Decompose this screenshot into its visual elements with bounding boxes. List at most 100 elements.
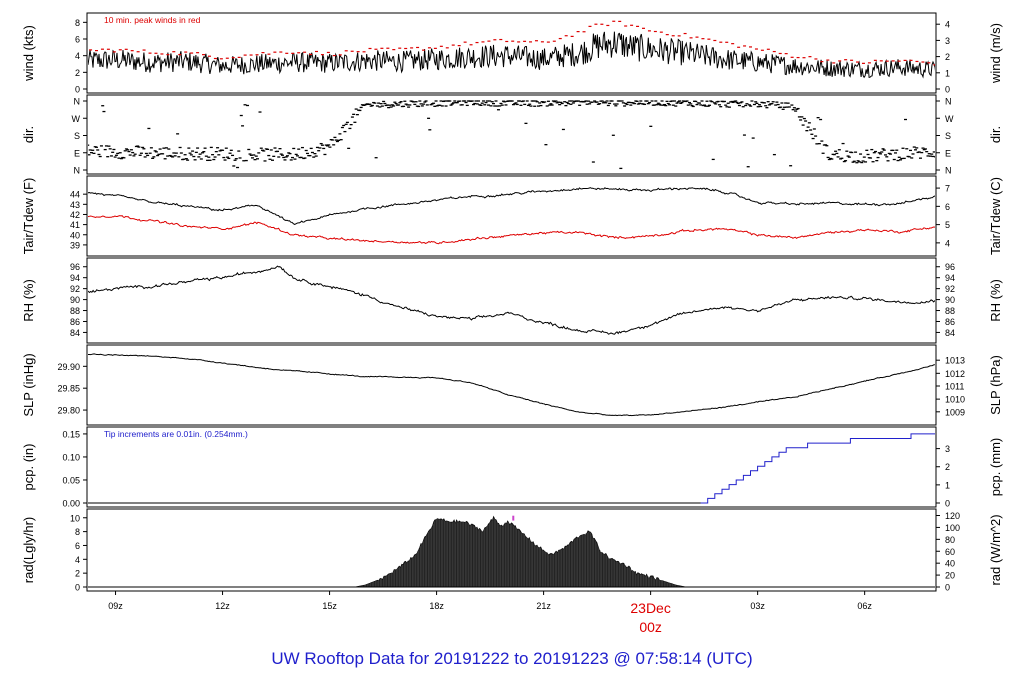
panel-pcp-ylabel-left: pcp. (in) xyxy=(21,444,36,491)
panel-wind-ytick-left-label: 6 xyxy=(75,35,80,45)
x-tick-label: 15z xyxy=(322,601,337,611)
slp-slp-line xyxy=(88,353,935,417)
panel-rh-ytick-right-label: 96 xyxy=(945,262,955,272)
panel-wind-ytick-left-label: 2 xyxy=(75,68,80,78)
panel-rh-ylabel-left: RH (%) xyxy=(21,279,36,322)
panel-rh-ytick-right-label: 84 xyxy=(945,328,955,338)
panel-wind-annotation: 10 min. peak winds in red xyxy=(104,15,201,25)
panel-rh-frame xyxy=(86,257,937,344)
x-tick-label: 18z xyxy=(429,601,444,611)
panel-rh-ytick-left-label: 88 xyxy=(70,306,80,316)
panel-slp-ytick-right-label: 1009 xyxy=(945,407,965,417)
panel-rad-ytick-left-label: 8 xyxy=(75,527,80,537)
panel-pcp-ytick-left-label: 0.10 xyxy=(62,452,80,462)
panel-wind-ytick-right-label: 1 xyxy=(945,68,950,78)
rh-rh-line xyxy=(88,265,935,335)
panel-rad-ytick-right-label: 40 xyxy=(945,559,955,569)
panel-rh-ytick-right-label: 92 xyxy=(945,284,955,294)
panel-pcp-data xyxy=(88,433,935,504)
panel-dir-ytick-left-label: E xyxy=(74,148,80,158)
panel-pcp-ylabel-right: pcp. (mm) xyxy=(988,438,1003,497)
panel-rad-frame xyxy=(86,508,937,592)
panel-pcp-annotation: Tip increments are 0.01in. (0.254mm.) xyxy=(104,429,248,439)
panel-temp-ytick-left-label: 44 xyxy=(70,190,80,200)
panel-slp-ytick-right-label: 1013 xyxy=(945,356,965,366)
panel-pcp: 0.00 0.05 0.10 0.15 0 1 2 3 pcp. (in) pcp. (mm) Ti… xyxy=(21,426,1003,509)
panel-dir-ylabel-right: dir. xyxy=(988,126,1003,143)
x-tick-label: 21z xyxy=(536,601,551,611)
pcp-line xyxy=(88,433,935,504)
panel-rh-ytick-right-label: 88 xyxy=(945,306,955,316)
chart-title: UW Rooftop Data for 20191222 to 20191223… xyxy=(271,649,753,668)
panel-rad-ytick-right-label: 120 xyxy=(945,511,960,521)
panel-wind-ytick-right-label: 4 xyxy=(945,20,950,30)
panel-rh-ytick-right-label: 90 xyxy=(945,295,955,305)
panel-dir-data xyxy=(88,100,935,170)
panel-rh-ytick-left-label: 90 xyxy=(70,295,80,305)
panel-temp-ytick-left-label: 39 xyxy=(70,240,80,250)
panel-wind-ylabel-left: wind (kts) xyxy=(21,25,36,82)
panel-slp-ytick-left-label: 29.85 xyxy=(57,384,80,394)
panel-wind-ytick-right-label: 3 xyxy=(945,36,950,46)
panel-pcp-ytick-left-label: 0.05 xyxy=(62,475,80,485)
panel-rh-data xyxy=(88,265,935,335)
panel-wind-data xyxy=(88,20,935,79)
panel-rh-ytick-left-label: 84 xyxy=(70,328,80,338)
panel-slp-ytick-right-label: 1011 xyxy=(945,382,964,392)
panel-temp-ytick-left-label: 43 xyxy=(70,200,80,210)
panel-temp-ytick-right-label: 7 xyxy=(945,184,950,194)
panel-temp-ytick-left-label: 41 xyxy=(70,220,80,230)
panel-pcp-ytick-right-label: 2 xyxy=(945,462,950,472)
panel-temp-ytick-right-label: 5 xyxy=(945,220,950,230)
panel-slp-frame xyxy=(86,344,937,426)
panel-dir-ytick-left-label: N xyxy=(74,166,81,176)
panel-pcp-ytick-right-label: 0 xyxy=(945,499,950,509)
panel-dir-ytick-right-label: N xyxy=(945,166,952,176)
panel-rad-ytick-left-label: 6 xyxy=(75,541,80,551)
x-date-label: 23Dec xyxy=(630,600,670,616)
wind-mean-line xyxy=(88,31,935,79)
panel-dir-ytick-right-label: S xyxy=(945,131,951,141)
panel-pcp-ytick-left-label: 0.00 xyxy=(62,499,80,509)
panel-wind-ytick-right-label: 2 xyxy=(945,52,950,62)
panel-temp-data xyxy=(88,187,935,245)
panel-temp-ylabel-left: Tair/Tdew (F) xyxy=(21,178,36,255)
panel-rad-ytick-left-label: 0 xyxy=(75,583,80,593)
panel-rh-ytick-right-label: 86 xyxy=(945,317,955,327)
panel-dir-ytick-left-label: S xyxy=(74,131,80,141)
panel-rh-ytick-left-label: 86 xyxy=(70,317,80,327)
panel-wind-frame xyxy=(86,12,937,94)
panel-dir-ytick-right-label: E xyxy=(945,148,951,158)
panel-wind-ytick-left-label: 0 xyxy=(75,85,80,95)
panel-rh-ytick-left-label: 96 xyxy=(70,262,80,272)
temp-air-line xyxy=(88,187,935,225)
panel-dir-ytick-right-label: N xyxy=(945,97,952,107)
panel-rad-ytick-right-label: 100 xyxy=(945,523,960,533)
panel-rad-ytick-left-label: 4 xyxy=(75,555,80,565)
panel-dir-ytick-left-label: N xyxy=(74,97,81,107)
panel-wind-ytick-left-label: 8 xyxy=(75,18,80,28)
panel-rad-ytick-right-label: 0 xyxy=(945,583,950,593)
panel-temp-ytick-right-label: 4 xyxy=(945,238,950,248)
panel-rh-ytick-left-label: 92 xyxy=(70,284,80,294)
panel-slp: 29.80 29.85 29.90 1009 1010 1011 1012 1013 SLP (… xyxy=(21,344,1003,426)
panel-rh-ylabel-right: RH (%) xyxy=(988,279,1003,322)
panel-dir-ytick-left-label: W xyxy=(72,114,81,124)
panel-pcp-ytick-left-label: 0.15 xyxy=(62,429,80,439)
panel-wind: 0 2 4 6 8 0 1 2 3 4 wind (kts) wind (m/s) 10 min. pe… xyxy=(21,12,1003,95)
panel-wind-ytick-left-label: 4 xyxy=(75,51,80,61)
x-axis: 09z 12z 15z 18z 21z 03z 06z 23Dec 00z xyxy=(108,591,872,635)
panel-slp-ytick-right-label: 1012 xyxy=(945,369,965,379)
panel-temp-ytick-left-label: 42 xyxy=(70,210,80,220)
panel-pcp-frame xyxy=(86,426,937,508)
panel-rad-ytick-right-label: 60 xyxy=(945,547,955,557)
panel-rad-ylabel-left: rad(Lgly/hr) xyxy=(21,517,36,583)
panel-rad-ytick-left-label: 10 xyxy=(70,513,80,523)
x-tick-label: 03z xyxy=(750,601,765,611)
x-tick-label: 09z xyxy=(108,601,123,611)
panel-dir-ytick-right-label: W xyxy=(945,114,954,124)
